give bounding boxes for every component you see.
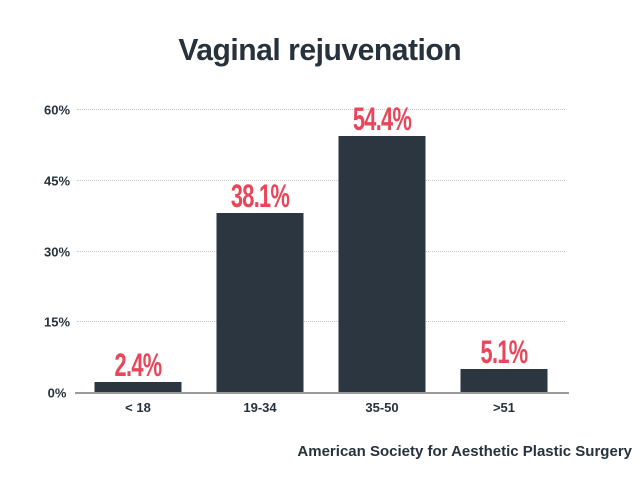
bar-value-label: 38.1% xyxy=(217,178,303,215)
bar-value-text: 2.4% xyxy=(114,346,163,383)
chart-title: Vaginal rejuvenation xyxy=(0,32,640,67)
bar xyxy=(216,213,304,393)
bar xyxy=(94,381,182,393)
gridline xyxy=(77,250,565,252)
y-tick-label: 0% xyxy=(47,385,67,401)
y-tick-label: 15% xyxy=(43,314,71,330)
x-axis-labels: < 18 19-34 35-50 >51 xyxy=(77,401,565,414)
bar xyxy=(338,136,426,393)
bar-cell: 54.4% xyxy=(321,101,443,393)
bar-value-text: 5.1% xyxy=(480,333,529,370)
bar-value-text: 54.4% xyxy=(352,101,412,138)
gridline xyxy=(77,321,565,323)
bar-value-label: 54.4% xyxy=(339,101,425,138)
y-tick-label: 30% xyxy=(43,244,71,259)
bar xyxy=(460,368,548,393)
bar-value-text: 38.1% xyxy=(230,178,290,215)
y-tick-label: 45% xyxy=(43,173,71,189)
plot-area: 2.4% 38.1% 54.4% 5.1% xyxy=(75,101,569,394)
bar-value-label: 5.1% xyxy=(470,333,539,370)
x-axis-line xyxy=(75,392,569,394)
source-credit: American Society for Aesthetic Plastic S… xyxy=(297,443,632,460)
bar-value-label: 2.4% xyxy=(104,346,173,383)
y-tick-label: 60% xyxy=(43,102,71,118)
gridline xyxy=(77,179,565,181)
bar-cell: 2.4% xyxy=(77,110,199,393)
bar-cell: 38.1% xyxy=(199,110,321,393)
y-axis-labels: 0% 15% 30% 45% 60% xyxy=(30,104,84,400)
chart-title-text: Vaginal rejuvenation xyxy=(178,32,462,67)
x-tick-label: < 18 xyxy=(125,400,151,415)
x-tick-label: 19-34 xyxy=(243,400,277,415)
bar-cell: 5.1% xyxy=(443,110,565,393)
gridline xyxy=(77,109,565,110)
x-tick-label: 35-50 xyxy=(365,400,399,415)
x-tick-label: >51 xyxy=(492,400,516,415)
bars-container: 2.4% 38.1% 54.4% 5.1% xyxy=(77,101,565,393)
